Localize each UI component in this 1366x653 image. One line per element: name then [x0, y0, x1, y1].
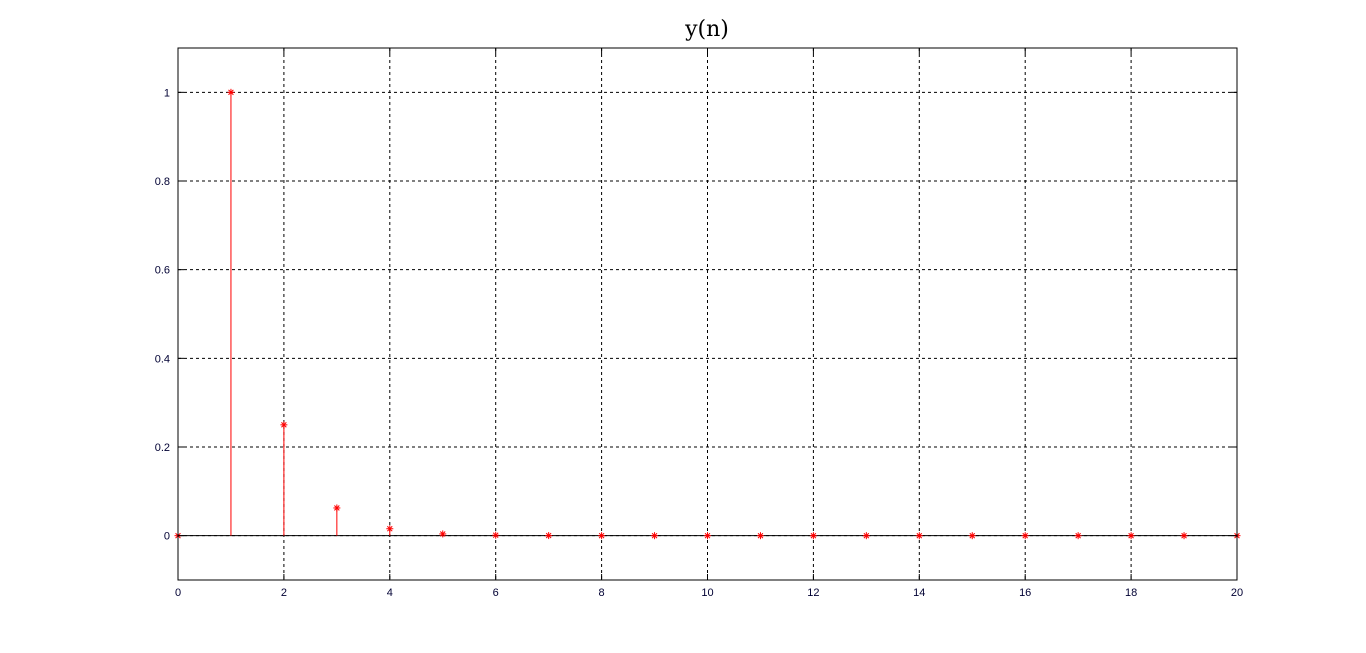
stem-marker	[545, 532, 553, 540]
stem-marker	[809, 532, 817, 540]
stem-marker	[651, 532, 659, 540]
axes-frame	[177, 47, 1238, 581]
y-axis-ticks: 0 0.2 0.4 0.6 0.8 1	[155, 87, 1237, 543]
y-tick-label: 0.4	[155, 353, 170, 365]
x-tick-label: 12	[807, 587, 819, 599]
stem-marker	[1127, 532, 1135, 540]
x-tick-label: 16	[1019, 587, 1031, 599]
stem-marker	[968, 532, 976, 540]
y-tick-label: 0.8	[155, 176, 170, 188]
stem-marker	[915, 532, 923, 540]
stem-marker	[492, 531, 500, 539]
x-tick-label: 0	[175, 587, 181, 599]
stem-marker	[756, 532, 764, 540]
x-tick-label: 2	[281, 587, 287, 599]
y-tick-label: 1	[164, 87, 170, 99]
x-tick-label: 6	[493, 587, 499, 599]
stem-marker	[1074, 532, 1082, 540]
y-tick-label: 0.6	[155, 265, 170, 277]
stem-marker	[386, 525, 394, 533]
stem-series	[174, 88, 1241, 540]
chart-title: y(n)	[684, 17, 729, 42]
grid-lines	[178, 48, 1237, 580]
stem-marker	[333, 504, 341, 512]
stem-marker	[598, 532, 606, 540]
stem-marker	[227, 88, 235, 96]
y-tick-label: 0	[164, 531, 170, 543]
x-tick-label: 8	[599, 587, 605, 599]
x-axis-ticks: 0 2 4 6 8 10 12 14 16 18 20	[175, 48, 1243, 599]
stem-marker	[862, 532, 870, 540]
x-tick-label: 18	[1125, 587, 1137, 599]
y-tick-label: 0.2	[155, 442, 170, 454]
stem-marker	[1180, 532, 1188, 540]
stem-marker	[704, 532, 711, 540]
x-tick-label: 4	[387, 587, 393, 599]
x-tick-label: 14	[913, 587, 925, 599]
x-tick-label: 20	[1231, 587, 1243, 599]
stem-marker	[1021, 532, 1029, 540]
stem-marker	[280, 421, 288, 429]
stem-marker	[439, 530, 447, 538]
x-tick-label: 10	[701, 587, 713, 599]
